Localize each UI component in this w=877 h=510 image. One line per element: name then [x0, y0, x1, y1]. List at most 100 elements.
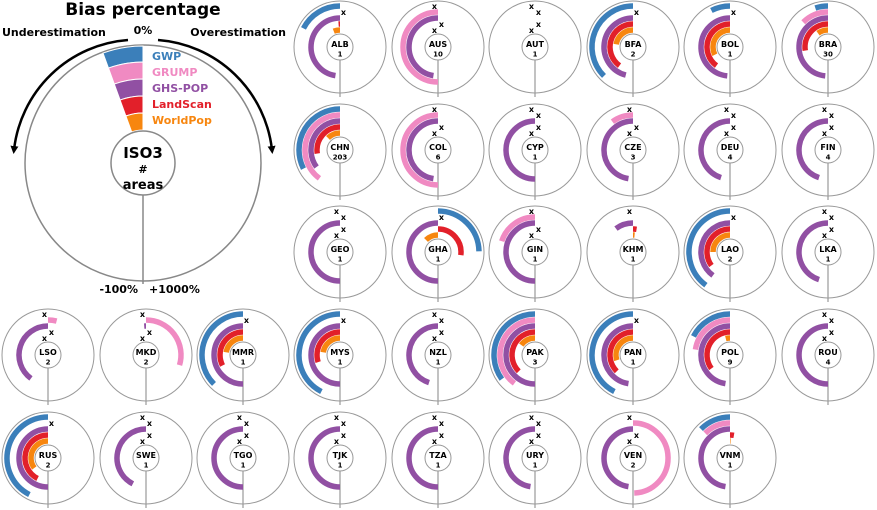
bias-arc-ghs-pop: [406, 220, 439, 284]
bias-arc-ghs-pop: [308, 15, 341, 79]
missing-marker-landscan: x: [341, 431, 347, 440]
country-chart-rus: x RUS 2: [1, 411, 95, 508]
missing-marker-grump: x: [341, 213, 347, 222]
legend-center-iso3: ISO3: [123, 144, 163, 162]
missing-marker-gwp: x: [432, 2, 438, 11]
area-count: 1: [533, 462, 538, 470]
bias-arc-gwp: [686, 208, 731, 288]
area-count: 1: [533, 154, 538, 162]
country-chart-pak: PAK 3: [488, 308, 582, 405]
missing-marker-grump: x: [536, 111, 542, 120]
country-chart-mys: x MYS 1: [293, 308, 387, 405]
legend-product-gwp: GWP: [152, 50, 181, 63]
bias-arc-ghs-pop: [601, 15, 634, 78]
missing-marker-worldpop: x: [822, 334, 828, 343]
missing-marker-worldpop: x: [334, 231, 340, 240]
country-chart-vnm: VNM 1: [683, 411, 777, 508]
center-circle: [424, 33, 452, 61]
country-code: KHM: [623, 245, 644, 254]
area-count: 1: [533, 51, 538, 59]
bias-arc-ghs-pop: [406, 118, 439, 182]
missing-marker-worldpop: x: [529, 231, 535, 240]
missing-marker-grump: x: [341, 8, 347, 17]
bias-arc-ghs-pop: [796, 15, 829, 79]
area-count: 2: [631, 51, 636, 59]
bias-arc-ghs-pop: [406, 323, 439, 386]
center-circle: [229, 444, 257, 472]
bias-arc-ghs-pop: [601, 426, 634, 490]
missing-marker-grump: x: [439, 213, 445, 222]
legend-title: Bias percentage: [65, 0, 220, 20]
bias-arc-worldpop: [710, 232, 731, 253]
missing-marker-grump: x: [731, 111, 737, 120]
bias-arc-worldpop: [613, 335, 634, 362]
bias-arc-worldpop: [28, 438, 49, 470]
missing-marker-worldpop: x: [627, 437, 633, 446]
center-circle: [619, 444, 647, 472]
area-count: 1: [241, 359, 246, 367]
bias-arc-worldpop: [320, 335, 341, 354]
bias-arc-ghs-pop: [601, 323, 634, 387]
overestimation-label: Overestimation: [190, 26, 286, 39]
center-circle: [521, 136, 549, 164]
country-code: PAK: [526, 348, 544, 357]
country-code: CZE: [624, 143, 641, 152]
area-count: 1: [728, 51, 733, 59]
missing-marker-landscan: x: [829, 225, 835, 234]
center-circle: [716, 341, 744, 369]
country-code: TZA: [429, 451, 447, 460]
missing-marker-worldpop: x: [529, 437, 535, 446]
bias-arc-landscan: [314, 329, 341, 363]
bias-arc-grump: [632, 420, 671, 496]
bias-arc-ghs-pop: [308, 118, 341, 169]
country-code: NZL: [429, 348, 447, 357]
missing-marker-grump: x: [244, 316, 250, 325]
country-chart-chn: CHN 203: [293, 103, 387, 200]
bias-arc-ghs-pop: [698, 323, 731, 387]
center-circle: [326, 444, 354, 472]
legend-product-grump: GRUMP: [152, 66, 197, 79]
bias-arc-gwp: [814, 3, 829, 11]
bias-arc-grump: [400, 9, 439, 85]
missing-marker-landscan: x: [147, 431, 153, 440]
legend-center-areas: areas: [123, 178, 164, 193]
missing-marker-worldpop: x: [822, 129, 828, 138]
missing-marker-worldpop: x: [724, 129, 730, 138]
missing-marker-grump: x: [536, 8, 542, 17]
center-circle: [716, 444, 744, 472]
missing-marker-grump: x: [536, 419, 542, 428]
bias-arc-grump: [801, 9, 829, 25]
country-code: RUS: [39, 451, 58, 460]
missing-marker-landscan: x: [829, 328, 835, 337]
missing-marker-landscan: x: [731, 123, 737, 132]
center-circle: [521, 238, 549, 266]
missing-marker-gwp: x: [627, 413, 633, 422]
bias-arc-landscan: [704, 329, 731, 371]
country-chart-pol: POL 9: [683, 308, 777, 405]
bias-arc-gwp: [710, 3, 731, 13]
bias-arc-ghs-pop: [503, 323, 536, 387]
center-circle: [521, 33, 549, 61]
bias-arc-ghs-pop: [406, 15, 439, 79]
country-code: MYS: [330, 348, 350, 357]
bias-arc-grump: [692, 317, 731, 351]
area-count: 3: [631, 154, 636, 162]
legend: Bias percentage 0% Underestimation Overe…: [2, 0, 286, 296]
country-code: CYP: [526, 143, 544, 152]
bias-arc-landscan: [802, 21, 829, 52]
country-code: DEU: [721, 143, 740, 152]
missing-marker-landscan: x: [536, 20, 542, 29]
bias-arc-worldpop: [332, 27, 341, 34]
bias-arc-ghs-pop: [698, 15, 731, 79]
center-circle: [326, 136, 354, 164]
country-code: SWE: [136, 451, 156, 460]
country-code: AUS: [429, 40, 447, 49]
